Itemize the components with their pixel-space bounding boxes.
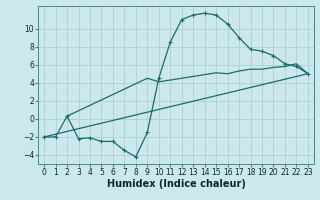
X-axis label: Humidex (Indice chaleur): Humidex (Indice chaleur)	[107, 179, 245, 189]
